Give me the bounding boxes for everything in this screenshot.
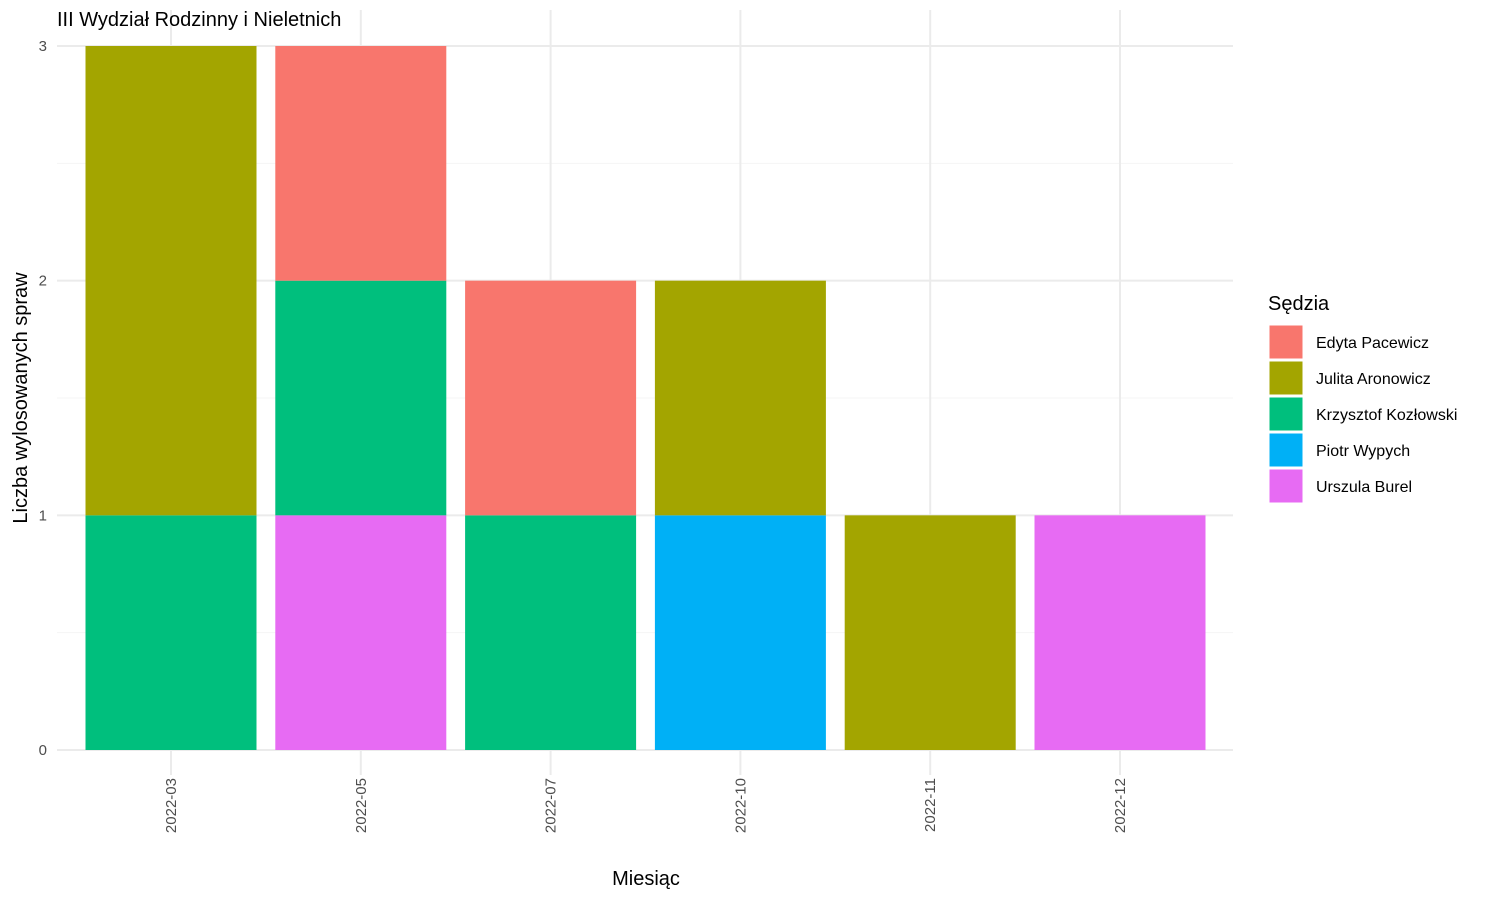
legend-label: Piotr Wypych xyxy=(1316,443,1410,460)
legend-swatch xyxy=(1268,432,1304,468)
y-tick-label: 1 xyxy=(39,507,47,524)
bar-segment xyxy=(275,46,447,281)
bars xyxy=(85,46,1206,750)
legend-label: Julita Aronowicz xyxy=(1316,371,1431,388)
bar-segment xyxy=(1034,515,1206,750)
chart-title: III Wydział Rodzinny i Nieletnich xyxy=(57,9,341,31)
x-tick-label: 2022-10 xyxy=(732,778,749,833)
y-tick-label: 3 xyxy=(39,38,47,55)
x-tick-label: 2022-07 xyxy=(543,778,560,833)
legend-swatch xyxy=(1268,396,1304,432)
bar-segment xyxy=(844,515,1016,750)
legend-swatch xyxy=(1268,468,1304,504)
x-axis-ticks: 2022-03 2022-05 2022-07 2022-10 2022-11 2022-… xyxy=(163,778,1129,833)
bar-segment xyxy=(275,280,447,516)
x-tick-label: 2022-05 xyxy=(353,778,370,833)
x-tick-label: 2022-12 xyxy=(1112,778,1129,833)
legend: Sędzia Edyta Pacewicz Julita Aronowicz Krz… xyxy=(1268,293,1457,504)
y-tick-label: 2 xyxy=(39,273,47,290)
legend-swatch xyxy=(1268,324,1304,360)
legend-title: Sędzia xyxy=(1268,293,1330,315)
bar-segment xyxy=(275,515,447,750)
x-axis-title: Miesiąc xyxy=(612,868,680,890)
bar-segment xyxy=(85,515,257,750)
legend-swatch xyxy=(1268,360,1304,396)
bar-segment xyxy=(465,515,637,750)
bar-segment xyxy=(465,280,637,516)
legend-label: Urszula Burel xyxy=(1316,479,1412,496)
y-axis-ticks: 0 1 2 3 xyxy=(39,38,47,759)
y-tick-label: 0 xyxy=(39,742,47,759)
bar-segment xyxy=(654,515,826,750)
bar-segment xyxy=(654,280,826,516)
x-tick-label: 2022-11 xyxy=(922,778,939,832)
legend-label: Krzysztof Kozłowski xyxy=(1316,407,1457,424)
bar-segment xyxy=(85,46,257,516)
legend-label: Edyta Pacewicz xyxy=(1316,335,1429,352)
y-axis-title: Liczba wylosowanych spraw xyxy=(10,272,32,524)
x-tick-label: 2022-03 xyxy=(163,778,180,833)
